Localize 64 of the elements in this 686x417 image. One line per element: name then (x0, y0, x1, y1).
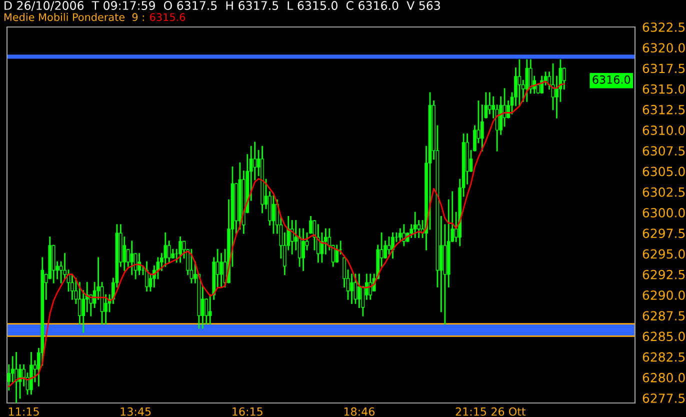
x-tick-label: 13:45 (120, 407, 151, 416)
y-tick-label: 6315.0 (642, 84, 685, 94)
candlestick (358, 274, 361, 308)
candlestick (488, 92, 492, 114)
y-tick-label: 6317.5 (642, 64, 685, 74)
candlestick (528, 59, 532, 94)
chart-title: D 26/10/2006 T 09:17:59 O 6317.5 H 6317.5 L 6315.0 C 6316.0 V 563 (4, 1, 440, 11)
y-tick-label: 6280.0 (642, 372, 685, 382)
candlestick (145, 261, 148, 292)
text: Medie Mobili Ponderate 9 : (4, 13, 144, 22)
candlestick (354, 274, 358, 304)
y-tick-label: 6297.5 (642, 228, 685, 238)
candlestick (562, 68, 566, 90)
x-tick-label: 18:46 (344, 407, 375, 416)
candlestick (290, 220, 294, 254)
candlestick (167, 240, 171, 263)
candlestick (518, 59, 522, 106)
x-tick-label: 11:15 (8, 408, 39, 416)
candlestick (78, 282, 82, 325)
y-tick-label: 6287.5 (642, 311, 685, 321)
y-tick-label: 6277.5 (642, 394, 685, 403)
y-tick-label: 6300.0 (642, 208, 685, 218)
candlestick (335, 244, 338, 263)
x-tick-label: 16:15 (232, 407, 262, 416)
candlestick (391, 232, 394, 259)
y-tick-label: 6290.0 (642, 290, 685, 300)
candlestick (480, 104, 484, 152)
text: 6315.6 (150, 13, 186, 22)
y-tick-label: 6285.0 (642, 332, 685, 342)
y-tick-label: 6282.5 (642, 352, 685, 362)
y-tick-label: 6305.0 (642, 166, 685, 176)
y-tick-label: 6310.0 (642, 126, 685, 135)
candlestick (540, 76, 544, 94)
candlestick (350, 274, 354, 304)
candlestick (398, 228, 402, 242)
candlestick (190, 248, 194, 284)
y-tick-label: 6322.5 (642, 22, 685, 32)
candlestick (413, 212, 417, 238)
text: 6316.0 (592, 75, 630, 84)
y-tick-label: 6312.5 (642, 104, 685, 114)
candlestick (316, 224, 320, 263)
candlestick (164, 232, 168, 267)
x-tick-label: 26 Ott (492, 407, 526, 416)
candlestick (253, 142, 256, 180)
x-tick-label: 21:15 (456, 407, 486, 416)
candlestick (272, 195, 276, 234)
candlestick (138, 253, 141, 276)
y-tick-label: 6320.0 (642, 43, 685, 53)
candlestick (417, 220, 420, 238)
candlestick (122, 236, 126, 271)
candlestick (220, 253, 223, 288)
candlestick (204, 298, 208, 325)
candlestick (208, 294, 212, 325)
candlestick (130, 240, 134, 276)
y-tick-label: 6302.5 (642, 187, 685, 197)
candlestick (387, 236, 391, 254)
candlestick (525, 59, 529, 102)
y-tick-label: 6292.5 (642, 270, 685, 280)
candlestick (14, 352, 18, 403)
candlestick (302, 228, 305, 271)
y-tick-label: 6295.0 (642, 249, 685, 259)
candlestick (178, 236, 182, 263)
candlestick (70, 274, 74, 300)
y-tick-label: 6307.5 (642, 146, 685, 156)
